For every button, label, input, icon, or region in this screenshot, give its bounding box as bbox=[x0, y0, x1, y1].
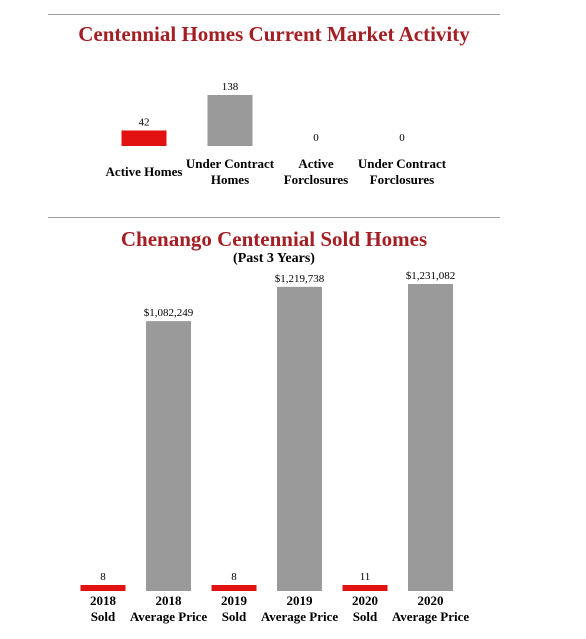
chart1-category-label-3-line-1: Active bbox=[298, 156, 334, 171]
chart1-title: Centennial Homes Current Market Activity bbox=[78, 22, 470, 46]
chart2-bar-4 bbox=[277, 286, 322, 591]
chart2-category-label-3-line-2: Sold bbox=[222, 609, 247, 624]
chart2-category-label-5-line-1: 2020 bbox=[352, 593, 378, 608]
chart1-value-label-4: 0 bbox=[399, 132, 405, 144]
middle-divider bbox=[48, 217, 500, 218]
chart2-category-label-1-line-2: Sold bbox=[91, 609, 116, 624]
chart2-bar-5 bbox=[342, 585, 388, 591]
chart1-category-label-3-line-2: Forclosures bbox=[284, 172, 349, 187]
chart1-value-label-2: 138 bbox=[222, 81, 239, 93]
chart2-category-label-5-line-2: Sold bbox=[353, 609, 378, 624]
chart2-bar-2 bbox=[146, 321, 191, 591]
chart2-value-label-2: $1,082,249 bbox=[144, 307, 194, 319]
chart1-value-label-3: 0 bbox=[313, 132, 319, 144]
chart2-subtitle: (Past 3 Years) bbox=[233, 251, 315, 266]
chart1-value-label-1: 42 bbox=[139, 116, 150, 128]
chart2-bar-1 bbox=[80, 585, 126, 591]
chart2-category-label-4-line-2: Average Price bbox=[261, 609, 339, 624]
chart1-category-label-4-line-1: Under Contract bbox=[358, 156, 447, 171]
chart2-title: Chenango Centennial Sold Homes bbox=[120, 227, 428, 251]
chart1-category-label-1: Active Homes bbox=[106, 164, 183, 179]
chart2-value-label-4: $1,219,738 bbox=[275, 273, 325, 285]
top-divider bbox=[48, 14, 500, 15]
chart1-category-label-2-line-1: Under Contract bbox=[186, 156, 275, 171]
chart2-category-label-2-line-2: Average Price bbox=[130, 609, 208, 624]
chart1-bar-2 bbox=[207, 95, 253, 146]
chart2-category-label-6-line-1: 2020 bbox=[418, 593, 444, 608]
chart2-value-label-1: 8 bbox=[100, 571, 106, 583]
chart1-category-label-4-line-2: Forclosures bbox=[370, 172, 435, 187]
chart1-category-label-2-line-2: Homes bbox=[211, 172, 249, 187]
chart2-category-label-6-line-2: Average Price bbox=[392, 609, 470, 624]
chart2-category-label-2-line-1: 2018 bbox=[156, 593, 183, 608]
chart2-value-label-5: 11 bbox=[360, 571, 371, 583]
chart2-category-label-4-line-1: 2019 bbox=[287, 593, 314, 608]
chart2-value-label-3: 8 bbox=[231, 571, 237, 583]
chart2-bar-6 bbox=[408, 284, 453, 591]
chart2-value-label-6: $1,231,082 bbox=[406, 270, 456, 282]
chart1-bar-1 bbox=[121, 130, 167, 146]
chart2-category-label-3-line-1: 2019 bbox=[221, 593, 248, 608]
chart2-bar-3 bbox=[211, 585, 257, 591]
chart2-category-label-1-line-1: 2018 bbox=[90, 593, 117, 608]
